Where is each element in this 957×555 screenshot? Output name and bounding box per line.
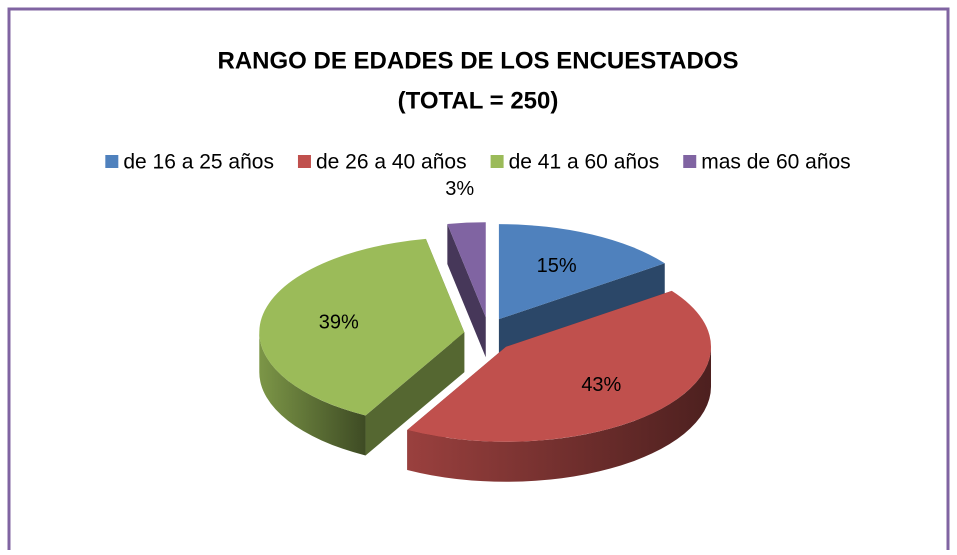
- legend-label: mas de 60 años: [701, 151, 850, 174]
- legend-label: de 16 a 25 años: [123, 151, 274, 174]
- slice-wall: [407, 346, 712, 482]
- data-label: 3%: [445, 178, 474, 200]
- slice: [498, 224, 665, 320]
- slice: [447, 222, 486, 318]
- slice-side: [498, 263, 665, 360]
- chart-title: RANGO DE EDADES DE LOS ENCUESTADOS: [218, 47, 739, 74]
- legend-label: de 41 a 60 años: [509, 151, 660, 174]
- data-label: 15%: [537, 255, 577, 277]
- chart-subtitle: (TOTAL = 250): [398, 87, 559, 114]
- legend: de 16 a 25 años de 26 a 40 años de 41 a 60…: [105, 151, 851, 174]
- slice: [407, 290, 712, 442]
- legend-swatch: [683, 155, 697, 168]
- slice-side: [447, 223, 486, 358]
- slice: [259, 238, 465, 416]
- slice-side: [365, 332, 465, 456]
- slice-wall: [259, 332, 366, 456]
- data-label: 39%: [319, 311, 359, 333]
- legend-swatch: [297, 155, 311, 168]
- legend-swatch: [490, 155, 504, 168]
- legend-label: de 26 a 40 años: [316, 151, 467, 174]
- data-label: 43%: [581, 374, 621, 396]
- legend-swatch: [105, 155, 119, 168]
